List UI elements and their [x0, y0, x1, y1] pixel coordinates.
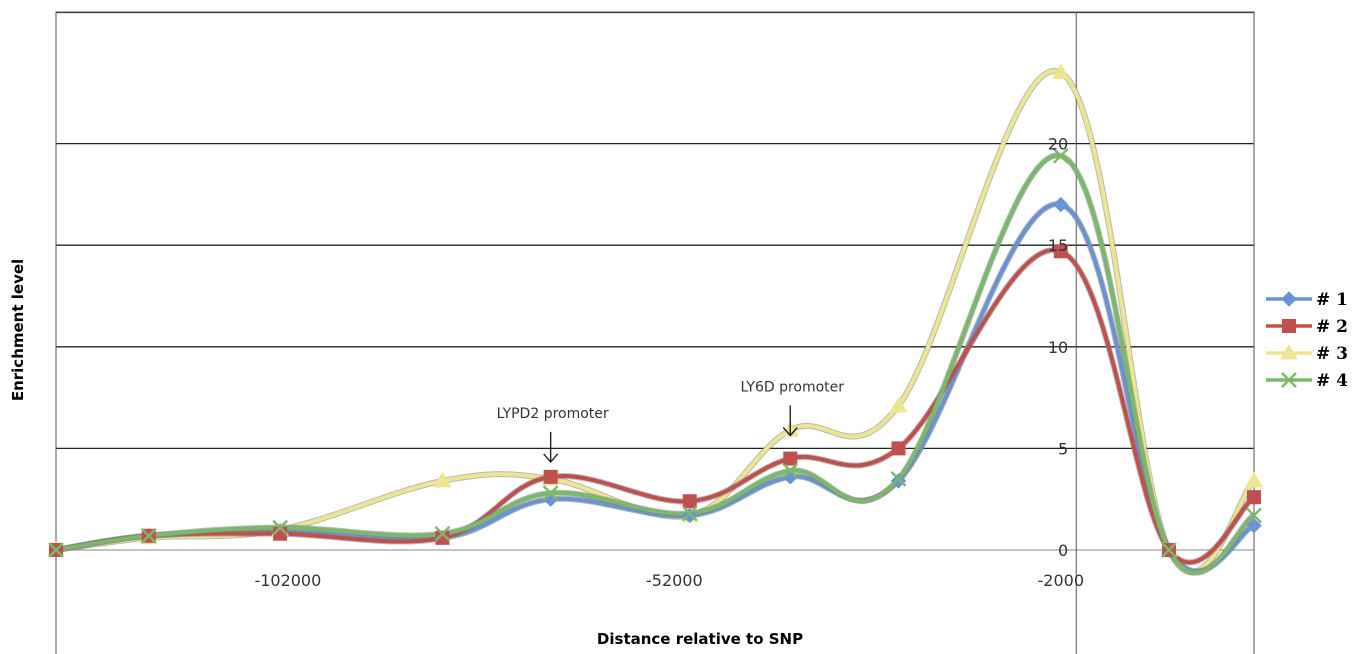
- series-4-point-0: [48, 542, 64, 558]
- series-1-point-5: [682, 507, 698, 524]
- series-3-point-3: [433, 471, 452, 488]
- annotation-1-arrow: [543, 431, 559, 463]
- x-tick-label-1: -52000: [646, 571, 703, 590]
- legend-label-4: # 4: [1316, 371, 1348, 391]
- series-2-point-8: [1053, 244, 1068, 259]
- plot-area-frame: [55, 11, 1255, 654]
- annotations: LYPD2 promoter LY6D promoter: [497, 380, 844, 463]
- x-tick-label-2: -2000: [1038, 571, 1085, 590]
- x-tick-label-0: -102000: [254, 571, 321, 590]
- y-tick-label-0: 0: [1058, 541, 1068, 560]
- annotation-1-label: LYPD2 promoter: [497, 406, 609, 422]
- series-2-point-5: [682, 494, 697, 509]
- series-4-point-2: [272, 519, 288, 536]
- series-3-point-10: [1245, 471, 1263, 488]
- x-tick-labels: -102000 -52000 -2000: [254, 571, 1084, 590]
- y-tick-label-15: 15: [1048, 236, 1068, 255]
- annotation-2-arrow: [782, 405, 798, 437]
- series-4-point-9: [1161, 542, 1177, 558]
- legend-marker-1: [1281, 291, 1297, 307]
- series-2-point-4: [543, 469, 558, 484]
- series-3-point-7: [889, 396, 908, 413]
- legend-marker-3: [1280, 343, 1298, 360]
- series-1-point-8: [1053, 196, 1069, 213]
- legend-label-1: # 1: [1316, 290, 1348, 310]
- annotation-2-label: LY6D promoter: [740, 380, 844, 396]
- series-4-point-5: [681, 505, 698, 522]
- y-tick-labels: 0 5 10 15 20: [1048, 135, 1068, 560]
- series-3-point-8: [1051, 63, 1070, 79]
- series-4-point-3: [434, 525, 451, 542]
- legend-label-2: # 2: [1316, 317, 1348, 337]
- legend-marker-2: [1282, 319, 1296, 333]
- series-4-point-1: [140, 527, 157, 544]
- series-2-point-10: [1247, 490, 1261, 505]
- series-1-point-7: [890, 473, 907, 489]
- series-4-point-10: [1246, 507, 1262, 524]
- series-lines: [56, 67, 1254, 576]
- series-4-point-8: [1052, 147, 1069, 164]
- y-tick-label-20: 20: [1048, 135, 1068, 154]
- legend: # 1 # 2 # 3 # 4: [1266, 290, 1348, 391]
- y-axis-title: Enrichment level: [9, 259, 27, 401]
- series-4-point-4: [542, 485, 559, 501]
- series-2-point-6: [783, 451, 798, 466]
- series-4-point-7: [890, 471, 907, 487]
- legend-marker-4: [1281, 372, 1297, 388]
- x-axis-title: Distance relative to SNP: [597, 630, 803, 648]
- series-2-point-7: [891, 441, 906, 456]
- y-tick-label-10: 10: [1048, 338, 1068, 357]
- series-1-point-10: [1246, 517, 1262, 534]
- series-2-point-3: [435, 530, 450, 545]
- series-markers: [47, 63, 1263, 558]
- y-tick-label-5: 5: [1058, 439, 1068, 458]
- series-4-point-6: [782, 462, 799, 479]
- legend-label-3: # 3: [1316, 344, 1348, 364]
